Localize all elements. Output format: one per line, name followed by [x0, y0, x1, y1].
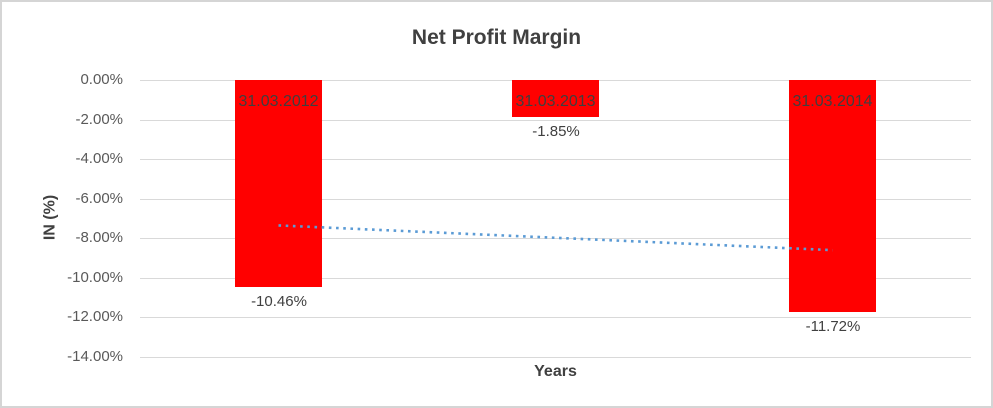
bar-value-label: -11.72%: [805, 318, 861, 335]
bar-31.03.2012[interactable]: [235, 80, 322, 287]
gridline: [140, 199, 971, 200]
bar-31.03.2014[interactable]: [789, 80, 876, 312]
y-tick-label: -6.00%: [75, 190, 123, 207]
bar-category-label: 31.03.2014: [792, 93, 873, 110]
y-tick-label: -8.00%: [75, 229, 123, 246]
y-tick-label: -12.00%: [67, 308, 123, 325]
y-tick-label: 0.00%: [80, 71, 123, 88]
gridline: [140, 159, 971, 160]
gridline: [140, 278, 971, 279]
y-axis-title: IN (%): [41, 194, 59, 241]
bar-category-label: 31.03.2013: [515, 93, 596, 110]
y-tick-label: -10.00%: [67, 269, 123, 286]
chart-title: Net Profit Margin: [411, 26, 582, 49]
bar-value-label: -1.85%: [532, 123, 580, 140]
x-axis-title: Years: [534, 363, 577, 380]
bar-31.03.2013[interactable]: [512, 80, 599, 117]
y-tick-label: -2.00%: [75, 111, 123, 128]
bar-category-label: 31.03.2012: [238, 93, 319, 110]
y-tick-label: -14.00%: [67, 348, 123, 365]
bar-value-label: -10.46%: [251, 293, 307, 310]
gridline: [140, 120, 971, 121]
gridline: [140, 317, 971, 318]
y-tick-label: -4.00%: [75, 150, 123, 167]
gridline: [140, 357, 971, 358]
